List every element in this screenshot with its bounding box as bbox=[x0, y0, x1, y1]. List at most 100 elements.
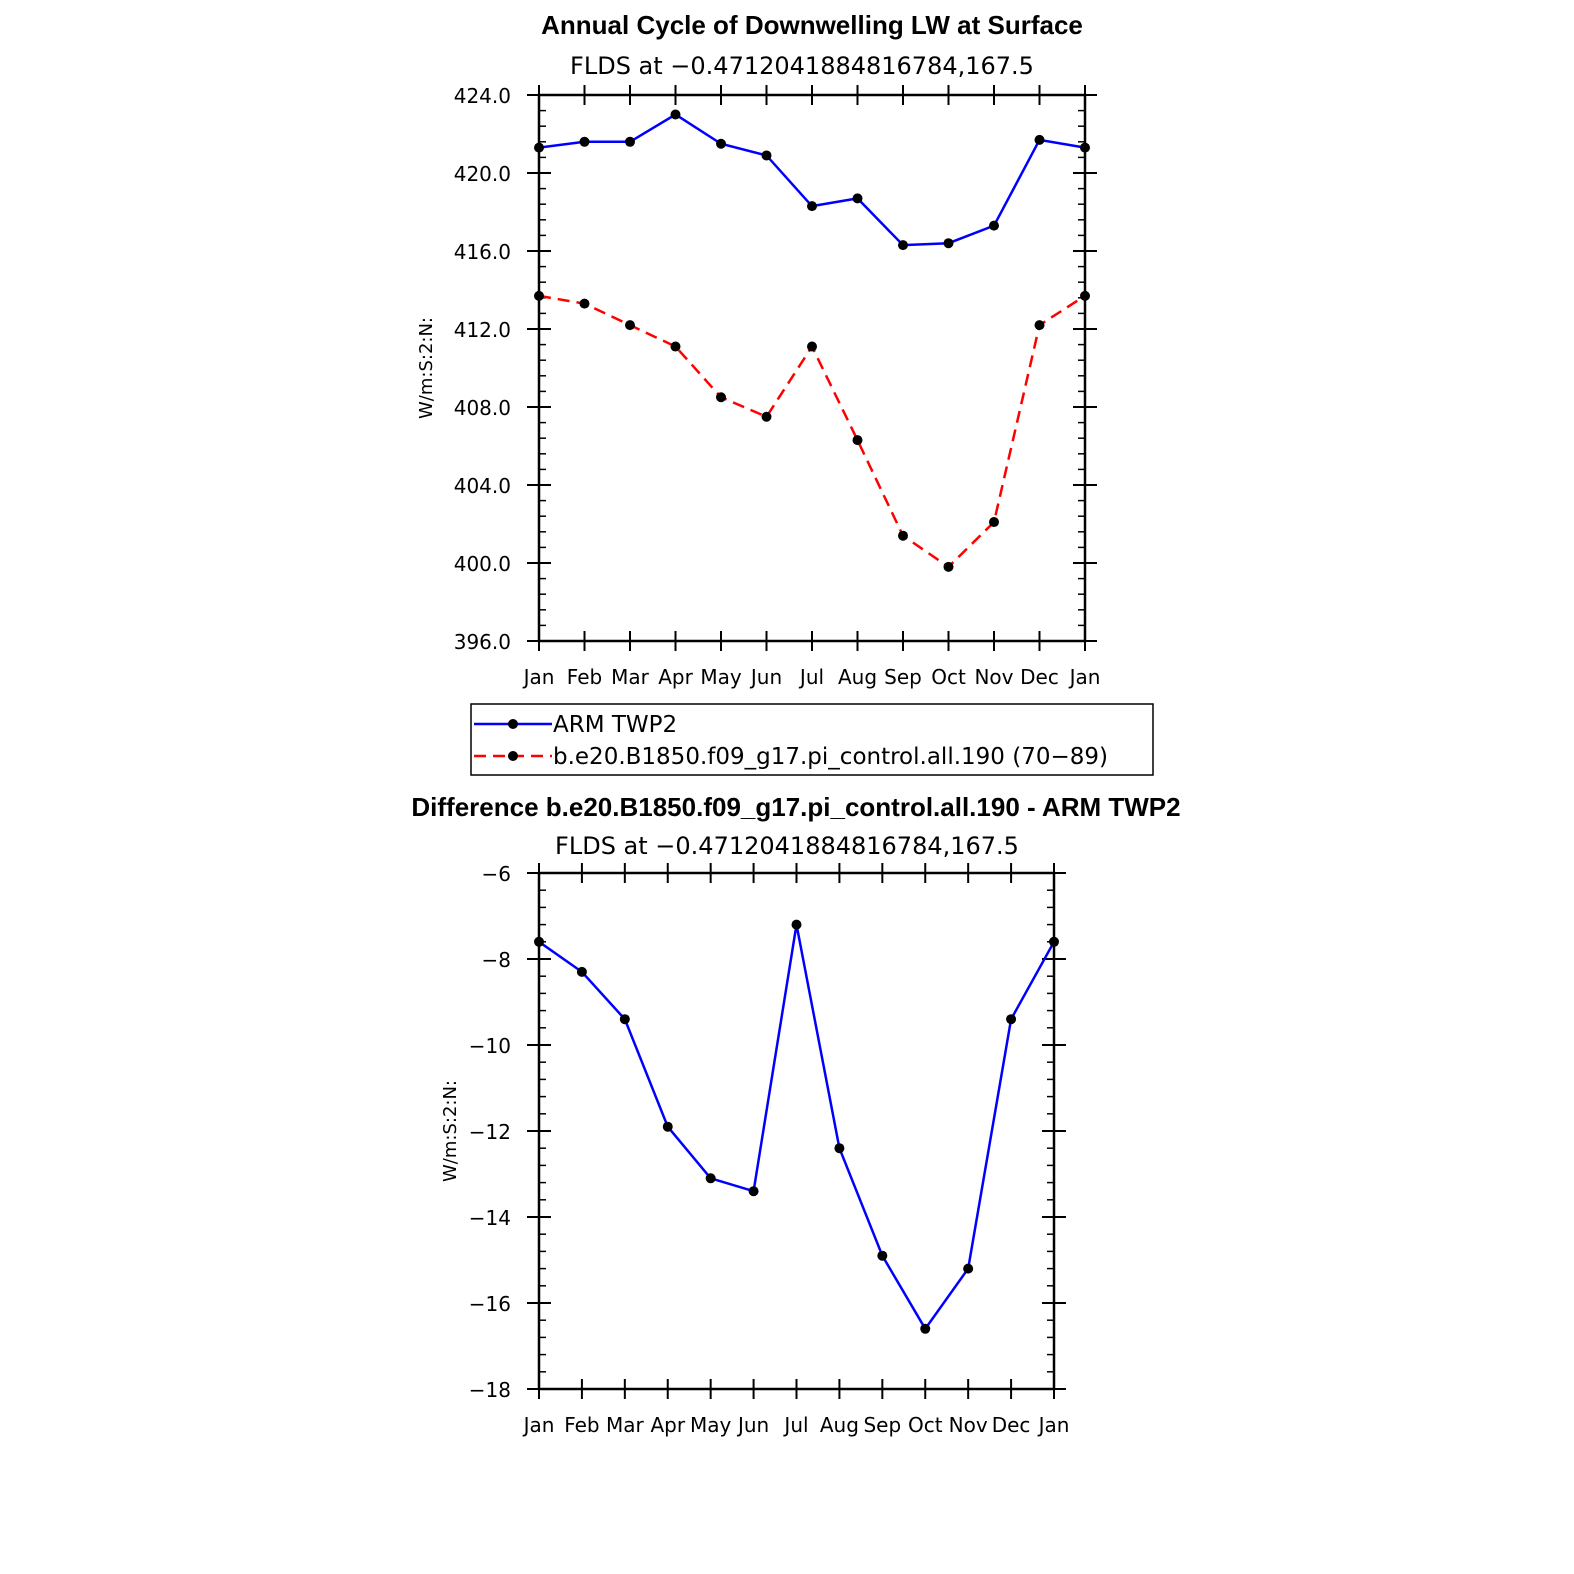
chart1-plot: Jan Feb Mar Apr May Jun Jul Aug Sep Oct Nov Dec Jan 4… bbox=[416, 84, 1100, 689]
chart1-legend: ARM TWP2 b.e20.B1850.f09_g17.pi_control.… bbox=[470, 703, 1154, 776]
chart1-xtick-label: Jan bbox=[1068, 665, 1101, 689]
chart1-series-0-point bbox=[1034, 134, 1045, 145]
legend-marker-0 bbox=[508, 719, 518, 729]
chart2-xtick-label: Jan bbox=[1037, 1413, 1070, 1437]
chart1-series-0-point bbox=[898, 240, 908, 251]
chart1-series-1-point bbox=[807, 341, 817, 352]
chart1-xtick-label: Nov bbox=[974, 665, 1013, 689]
chart2-xtick-label: Oct bbox=[908, 1413, 943, 1437]
chart1-series-1-point bbox=[761, 411, 772, 422]
chart2-plot: Jan Feb Mar Apr May Jun Jul Aug Sep Oct Nov Dec Jan−… bbox=[440, 862, 1069, 1437]
chart2-series-0-line bbox=[538, 924, 1056, 1332]
chart1-ytick-label: 400.0 bbox=[454, 552, 511, 576]
chart1-series-0-point bbox=[852, 193, 863, 204]
chart2-series-0-point bbox=[748, 1186, 759, 1197]
chart1-series-0-line bbox=[538, 113, 1086, 247]
chart2-title: Difference b.e20.B1850.f09_g17.pi_contro… bbox=[411, 792, 1180, 822]
chart2-series-0-point bbox=[920, 1323, 931, 1334]
chart2-xtick-label: Jun bbox=[736, 1413, 769, 1437]
chart2-ytick-label: −16 bbox=[469, 1292, 511, 1316]
chart2-xtick-label: Jul bbox=[782, 1413, 808, 1437]
chart1-series-0-point bbox=[716, 138, 726, 149]
chart1-series-0-point bbox=[943, 238, 954, 249]
chart1-title: Annual Cycle of Downwelling LW at Surfac… bbox=[541, 10, 1083, 40]
chart1-series-1-point bbox=[852, 435, 863, 446]
chart2-series-0-point bbox=[963, 1263, 974, 1274]
chart1-ytick-label: 416.0 bbox=[454, 240, 511, 264]
chart1-frame bbox=[537, 93, 1087, 643]
chart2-xtick-label: Jan bbox=[522, 1413, 555, 1437]
chart1-series-1-point bbox=[625, 320, 635, 331]
chart1-series-1-point bbox=[579, 298, 590, 309]
chart2-series-0-point bbox=[534, 936, 544, 947]
chart1-xtick-label: Aug bbox=[838, 665, 877, 689]
chart1-xtick-label: Jun bbox=[749, 665, 782, 689]
chart2-xtick-label: Nov bbox=[949, 1413, 988, 1437]
chart2-series-0-point bbox=[834, 1143, 845, 1154]
chart1-ytick-label: 424.0 bbox=[454, 84, 511, 108]
chart2-xtick-label: Feb bbox=[564, 1413, 599, 1437]
chart1-ylabel: W/m:S:2:N: bbox=[416, 317, 437, 419]
legend-label-0: ARM TWP2 bbox=[553, 712, 677, 738]
chart2-xtick-label: May bbox=[690, 1413, 732, 1437]
chart1-series-0-point bbox=[1080, 142, 1090, 153]
chart1-ytick-label: 412.0 bbox=[454, 318, 511, 342]
chart1-xtick-label: Apr bbox=[658, 665, 693, 689]
chart1-xtick-label: Oct bbox=[931, 665, 966, 689]
chart1-ytick-label: 396.0 bbox=[454, 630, 511, 654]
chart2-series-0-point bbox=[791, 919, 802, 930]
chart1-ytick-label: 404.0 bbox=[454, 474, 511, 498]
chart1-series-0-point bbox=[579, 136, 590, 147]
chart1-series-1-point bbox=[716, 392, 726, 403]
chart1-series-1-point bbox=[1034, 320, 1045, 331]
chart2-series-0-point bbox=[1006, 1014, 1017, 1025]
chart2-ylabel: W/m:S:2:N: bbox=[440, 1080, 461, 1182]
chart2-xtick-label: Dec bbox=[992, 1413, 1031, 1437]
chart2-ytick-label: −14 bbox=[469, 1206, 511, 1230]
chart1-series-1-line bbox=[538, 294, 1086, 569]
chart1-series-1-point bbox=[943, 561, 954, 572]
chart2-xtick-label: Sep bbox=[863, 1413, 901, 1437]
chart1-series-1-point bbox=[534, 290, 544, 301]
chart2-xtick-label: Mar bbox=[606, 1413, 645, 1437]
chart2-series-0-point bbox=[877, 1250, 888, 1261]
chart2-series-0-point bbox=[576, 966, 587, 977]
chart1-xtick-label: Feb bbox=[567, 665, 602, 689]
chart2-frame bbox=[537, 871, 1056, 1391]
legend-box bbox=[470, 703, 1154, 776]
chart1-ytick-label: 408.0 bbox=[454, 396, 511, 420]
chart1-series-0-point bbox=[989, 220, 999, 231]
chart2-series-0-point bbox=[1049, 936, 1059, 947]
chart1-series-0-point bbox=[761, 150, 772, 161]
chart2-xtick-label: Aug bbox=[820, 1413, 859, 1437]
chart2-ytick-label: −18 bbox=[469, 1378, 511, 1402]
chart2-series-0-point bbox=[619, 1014, 630, 1025]
chart2-ytick-label: −6 bbox=[482, 862, 511, 886]
chart1-series-0-point bbox=[807, 201, 817, 212]
chart1-xtick-label: Jan bbox=[522, 665, 555, 689]
chart1-series-1-point bbox=[989, 517, 999, 528]
legend-marker-1 bbox=[508, 751, 518, 761]
chart1-series-1-point bbox=[898, 530, 908, 541]
chart1-series-1-point bbox=[1080, 290, 1090, 301]
chart1-xtick-label: Mar bbox=[611, 665, 650, 689]
chart1-series-0-point bbox=[670, 109, 681, 120]
chart2-subtitle: FLDS at −0.4712041884816784,167.5 bbox=[555, 832, 1019, 860]
chart1-xtick-label: Sep bbox=[884, 665, 922, 689]
chart1-xtick-label: Dec bbox=[1020, 665, 1059, 689]
chart2-xtick-label: Apr bbox=[650, 1413, 685, 1437]
chart2-ytick-label: −12 bbox=[469, 1120, 511, 1144]
chart1-ytick-label: 420.0 bbox=[454, 162, 511, 186]
chart1-subtitle: FLDS at −0.4712041884816784,167.5 bbox=[570, 52, 1034, 80]
legend-label-1: b.e20.B1850.f09_g17.pi_control.all.190 (… bbox=[553, 744, 1108, 770]
chart1-series-0-point bbox=[534, 142, 544, 153]
chart2-series-0-point bbox=[662, 1121, 673, 1132]
chart2-ytick-label: −10 bbox=[469, 1034, 511, 1058]
chart2-ytick-label: −8 bbox=[482, 948, 511, 972]
chart2-series-0-point bbox=[705, 1173, 716, 1184]
chart1-xtick-label: Jul bbox=[798, 665, 824, 689]
chart1-xtick-label: May bbox=[700, 665, 742, 689]
chart1-series-0-point bbox=[625, 136, 635, 147]
chart1-series-1-point bbox=[670, 341, 681, 352]
